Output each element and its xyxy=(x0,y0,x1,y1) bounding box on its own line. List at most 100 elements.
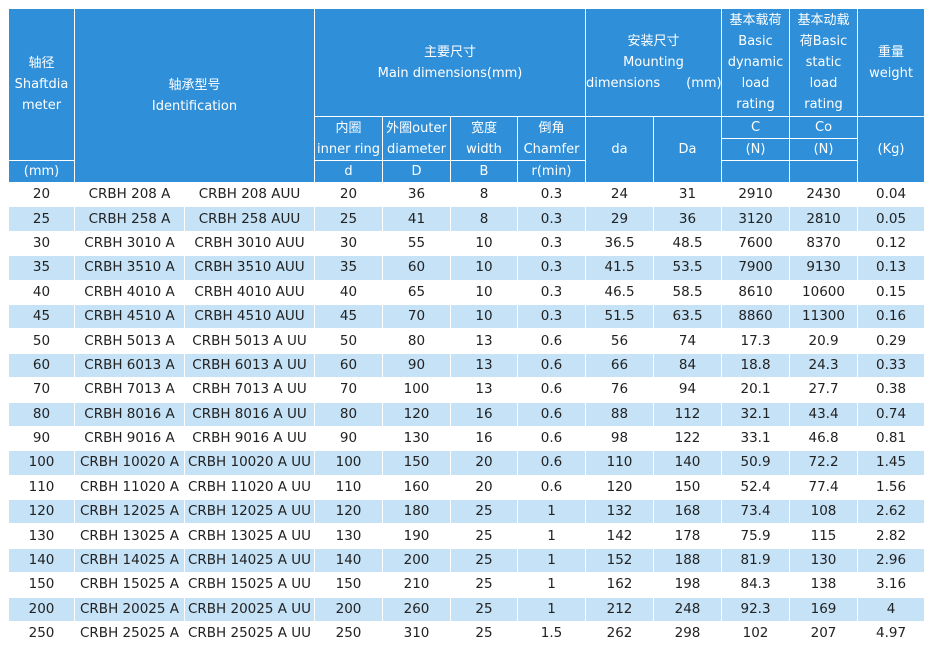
data-cell: 0.33 xyxy=(857,352,926,379)
data-cell: 0.13 xyxy=(857,255,926,281)
data-cell: 40 xyxy=(8,279,75,305)
data-row: 90 CRBH 9016 A CRBH 9016 A UU 90 130 16 0.6 98 1… xyxy=(8,425,926,452)
data-cell: 81.9 xyxy=(721,547,791,574)
data-cell: 20.9 xyxy=(789,328,859,354)
data-cell: 72.2 xyxy=(789,450,859,476)
header-cell: r(min) xyxy=(516,160,587,183)
data-cell: 0.6 xyxy=(516,450,587,476)
data-cell: 4 xyxy=(857,596,926,623)
data-cell: 70 xyxy=(8,377,75,403)
data-cell: 70 xyxy=(382,303,451,330)
data-row: 80 CRBH 8016 A CRBH 8016 A UU 80 120 16 0.6 88 1… xyxy=(8,401,926,427)
data-cell: 1 xyxy=(516,499,587,525)
data-cell: 25 xyxy=(8,206,75,232)
header-cell: B xyxy=(450,160,518,183)
data-cell: 168 xyxy=(653,499,723,525)
data-cell: CRBH 14025 A UU xyxy=(184,547,315,574)
data-cell: 0.3 xyxy=(516,230,587,257)
data-cell: 108 xyxy=(789,499,859,525)
data-cell: CRBH 3010 AUU xyxy=(184,230,315,257)
header-line: rating xyxy=(804,97,843,112)
data-cell: 188 xyxy=(653,547,723,574)
data-cell: 130 xyxy=(314,523,383,549)
header-line: meter xyxy=(21,98,62,113)
data-cell: 98 xyxy=(585,425,655,452)
data-cell: 13 xyxy=(450,352,518,379)
header-cell: 重量 weight xyxy=(857,8,926,117)
data-cell: 63.5 xyxy=(653,303,723,330)
data-cell: CRBH 7013 A xyxy=(74,377,185,403)
data-cell: 1 xyxy=(516,572,587,598)
header-cell: d xyxy=(314,160,383,183)
data-cell: 90 xyxy=(8,425,75,452)
data-cell: 150 xyxy=(653,474,723,501)
data-cell: CRBH 6013 A xyxy=(74,352,185,379)
data-cell: 2.82 xyxy=(857,523,926,549)
data-cell: 30 xyxy=(8,230,75,257)
bearing-table: 轴径 Shaftdia meter 轴承型号 Identification 主要尺寸 Mai… xyxy=(8,8,926,647)
data-cell: 29 xyxy=(585,206,655,232)
data-cell: 262 xyxy=(585,621,655,647)
data-cell: CRBH 5013 A xyxy=(74,328,185,354)
header-line: Main dimensions(mm) xyxy=(377,65,523,81)
data-cell: 0.81 xyxy=(857,425,926,452)
data-cell: 152 xyxy=(585,547,655,574)
header-cell: 轴承型号 Identification xyxy=(74,8,315,183)
data-row: 45 CRBH 4510 A CRBH 4510 AUU 45 70 10 0.3 51.5 6… xyxy=(8,303,926,330)
header-line: static xyxy=(805,55,842,70)
data-cell: 250 xyxy=(314,621,383,647)
data-cell: 132 xyxy=(585,499,655,525)
data-row: 35 CRBH 3510 A CRBH 3510 AUU 35 60 10 0.3 41.5 5… xyxy=(8,255,926,281)
data-cell: 130 xyxy=(382,425,451,452)
data-cell: 0.6 xyxy=(516,401,587,427)
data-cell: 180 xyxy=(382,499,451,525)
data-cell: 8 xyxy=(450,206,518,232)
header-cell: 安装尺寸 Mounting dimensions (mm) xyxy=(585,8,723,117)
data-cell: CRBH 25025 A xyxy=(74,621,185,647)
data-cell: 52.4 xyxy=(721,474,791,501)
data-cell: 100 xyxy=(382,377,451,403)
data-cell: 51.5 xyxy=(585,303,655,330)
data-cell: 110 xyxy=(585,450,655,476)
data-row: 110 CRBH 11020 A CRBH 11020 A UU 110 160 20 0.… xyxy=(8,474,926,501)
data-row: 60 CRBH 6013 A CRBH 6013 A UU 60 90 13 0.6 66 84… xyxy=(8,352,926,379)
data-cell: 1.56 xyxy=(857,474,926,501)
data-cell: CRBH 25025 A UU xyxy=(184,621,315,647)
header-line: load xyxy=(741,76,770,91)
data-cell: 3.16 xyxy=(857,572,926,598)
header-cell: D xyxy=(382,160,451,183)
header-line: 宽度 xyxy=(470,120,497,136)
data-cell: CRBH 258 A xyxy=(74,206,185,232)
data-cell: 73.4 xyxy=(721,499,791,525)
data-cell: 3120 xyxy=(721,206,791,232)
data-cell: CRBH 5013 A UU xyxy=(184,328,315,354)
data-cell: 25 xyxy=(450,499,518,525)
header-cell: (N) xyxy=(789,138,859,161)
data-cell: 200 xyxy=(8,596,75,623)
data-cell: 8860 xyxy=(721,303,791,330)
data-cell: 90 xyxy=(314,425,383,452)
data-cell: 130 xyxy=(789,547,859,574)
data-row: 30 CRBH 3010 A CRBH 3010 AUU 30 55 10 0.3 36.5 4… xyxy=(8,230,926,257)
data-cell: CRBH 12025 A xyxy=(74,499,185,525)
data-cell: 60 xyxy=(8,352,75,379)
data-row: 50 CRBH 5013 A CRBH 5013 A UU 50 80 13 0.6 56 74… xyxy=(8,328,926,354)
data-cell: 55 xyxy=(382,230,451,257)
data-cell: 248 xyxy=(653,596,723,623)
data-cell: 45 xyxy=(314,303,383,330)
data-cell: 94 xyxy=(653,377,723,403)
data-cell: 50 xyxy=(314,328,383,354)
data-cell: 0.3 xyxy=(516,255,587,281)
data-cell: 110 xyxy=(314,474,383,501)
header-line: inner ring xyxy=(316,141,380,157)
data-cell: 90 xyxy=(382,352,451,379)
data-cell: CRBH 258 AUU xyxy=(184,206,315,232)
data-cell: 1 xyxy=(516,547,587,574)
data-cell: CRBH 20025 A UU xyxy=(184,596,315,623)
header-line: 基本载荷 xyxy=(729,13,782,28)
data-cell: 140 xyxy=(8,547,75,574)
data-cell: 250 xyxy=(8,621,75,647)
data-cell: 77.4 xyxy=(789,474,859,501)
data-cell: 0.3 xyxy=(516,279,587,305)
data-cell: 25 xyxy=(314,206,383,232)
